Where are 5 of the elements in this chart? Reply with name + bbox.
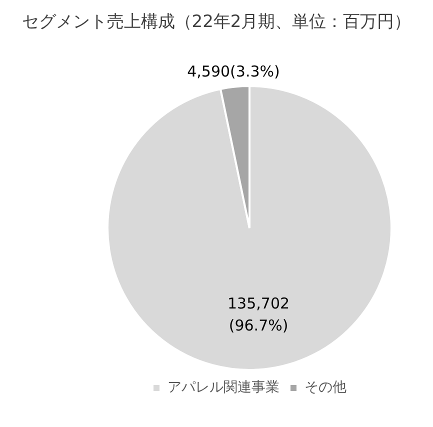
legend-label: アパレル関連事業	[168, 380, 280, 396]
legend-label: その他	[304, 380, 346, 396]
chart-title: セグメント売上構成（22年2月期、単位：百万円）	[20, 11, 412, 34]
data-label: 4,590(3.3%)	[187, 62, 280, 81]
data-label: 135,702 (96.7%)	[228, 294, 290, 334]
